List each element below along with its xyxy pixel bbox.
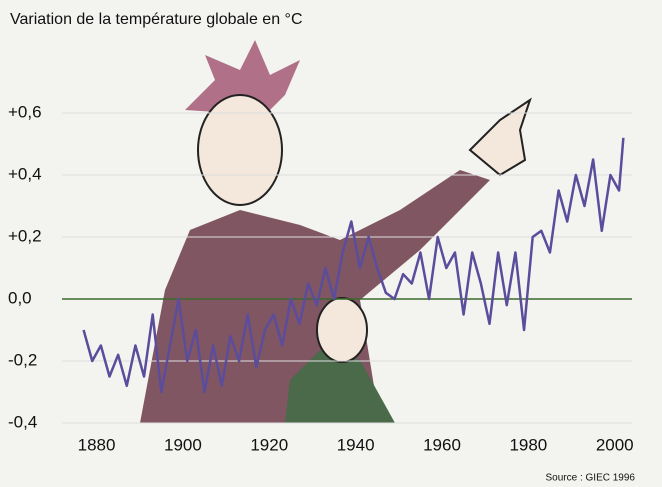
x-tick-label: 1920 (250, 435, 288, 454)
y-tick-label: -0,2 (8, 350, 37, 369)
illustration (140, 40, 530, 423)
source: Source : GIEC 1996 (546, 473, 636, 484)
x-tick-label: 1980 (509, 435, 547, 454)
chart: Variation de la température globale en °… (0, 0, 662, 487)
y-tick-label: -0,4 (8, 412, 37, 431)
x-tick-label: 2000 (596, 435, 634, 454)
y-tick-label: +0,2 (8, 226, 42, 245)
x-tick-label: 1900 (164, 435, 202, 454)
x-tick-label: 1880 (78, 435, 116, 454)
y-tick-label: +0,4 (8, 164, 42, 183)
y-tick-label: 0,0 (8, 288, 32, 307)
y-axis-title: Variation de la température globale en °… (10, 11, 303, 28)
x-tick-label: 1940 (337, 435, 375, 454)
x-tick-label: 1960 (423, 435, 461, 454)
y-tick-label: +0,6 (8, 102, 42, 121)
